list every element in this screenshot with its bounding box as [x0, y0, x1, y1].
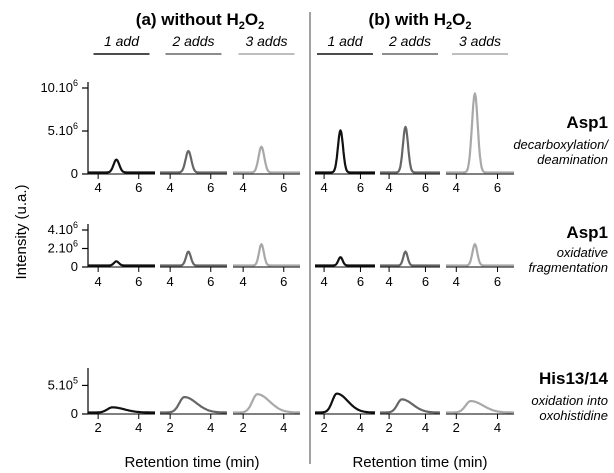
y-tick-label: 0	[71, 406, 78, 421]
x-tick-label: 6	[494, 180, 501, 195]
x-tick-label: 4	[494, 420, 501, 435]
row-description: deamination	[537, 152, 608, 167]
x-tick-label: 4	[385, 274, 392, 289]
x-tick-label: 6	[135, 180, 142, 195]
x-tick-label: 6	[422, 274, 429, 289]
plot-layer: 1 add 2 adds 3 adds 1 add 2 adds 3 adds 10.106…	[40, 33, 609, 435]
x-tick-label: 4	[240, 180, 247, 195]
chromatogram-trace	[379, 125, 441, 174]
x-tick-label: 4	[385, 180, 392, 195]
add-label: 2 adds	[388, 33, 431, 49]
y-axis-title: Intensity (u.a.)	[13, 184, 30, 279]
x-tick-label: 4	[95, 274, 102, 289]
chromatogram-trace	[314, 256, 376, 267]
x-tick-label: 6	[357, 274, 364, 289]
x-tick-label: 4	[320, 180, 327, 195]
x-tick-label: 2	[453, 420, 460, 435]
x-tick-label: 4	[453, 274, 460, 289]
x-tick-label: 4	[167, 274, 174, 289]
chromatogram-trace	[232, 243, 301, 267]
add-label: 3 adds	[459, 33, 501, 49]
chromatogram-trace	[159, 396, 228, 414]
y-tick-label: 5.106	[48, 121, 78, 138]
chromatogram-trace	[87, 406, 156, 414]
x-tick-label: 2	[320, 420, 327, 435]
row-description: oxidation into	[531, 393, 608, 408]
add-label: 2 adds	[171, 33, 214, 49]
row-description: decarboxylation/	[513, 137, 609, 152]
add-label: 1 add	[104, 33, 140, 49]
add-label: 1 add	[327, 33, 363, 49]
chromatogram-trace	[159, 149, 228, 174]
add-label: 3 adds	[245, 33, 287, 49]
chromatogram-trace	[314, 129, 376, 174]
row-title: Asp1	[566, 223, 608, 242]
chromatogram-trace	[87, 158, 156, 174]
x-tick-label: 6	[135, 274, 142, 289]
x-tick-label: 2	[95, 420, 102, 435]
x-tick-label: 6	[207, 180, 214, 195]
y-tick-label: 5.105	[48, 375, 78, 392]
x-axis-title-with: Retention time (min)	[352, 454, 487, 471]
x-tick-label: 4	[207, 420, 214, 435]
y-tick-label: 2.106	[48, 239, 78, 256]
y-tick-label: 10.106	[40, 78, 78, 95]
y-tick-label: 0	[71, 166, 78, 181]
x-tick-label: 4	[135, 420, 142, 435]
chromatogram-trace	[232, 393, 301, 414]
x-tick-label: 4	[422, 420, 429, 435]
x-tick-label: 6	[280, 274, 287, 289]
x-tick-label: 6	[207, 274, 214, 289]
x-tick-label: 6	[422, 180, 429, 195]
row-title: His13/14	[539, 369, 609, 388]
chromatogram-trace	[87, 260, 156, 267]
panel-title-without: (a) without H2O2	[136, 10, 264, 32]
x-tick-label: 6	[357, 180, 364, 195]
x-tick-label: 4	[240, 274, 247, 289]
chromatogram-trace	[232, 145, 301, 174]
x-tick-label: 4	[320, 274, 327, 289]
x-tick-label: 4	[357, 420, 364, 435]
chromatogram-trace	[445, 92, 515, 174]
row-description: fragmentation	[529, 260, 609, 275]
chromatogram-trace	[314, 392, 376, 414]
panel-title-with: (b) with H2O2	[369, 10, 472, 32]
chromatogram-trace	[379, 250, 441, 267]
chromatogram-trace	[379, 398, 441, 414]
chromatogram-trace	[445, 400, 515, 414]
x-tick-label: 2	[240, 420, 247, 435]
chromatogram-trace	[445, 243, 515, 267]
x-tick-label: 4	[95, 180, 102, 195]
x-tick-label: 2	[385, 420, 392, 435]
row-description: oxidative	[557, 245, 608, 260]
x-tick-label: 4	[453, 180, 460, 195]
x-tick-label: 6	[494, 274, 501, 289]
x-tick-label: 6	[280, 180, 287, 195]
row-description: oxohistidine	[539, 408, 608, 423]
row-title: Asp1	[566, 113, 608, 132]
y-tick-label: 0	[71, 259, 78, 274]
x-tick-label: 2	[167, 420, 174, 435]
x-tick-label: 4	[167, 180, 174, 195]
y-tick-label: 4.106	[48, 220, 78, 237]
chromatogram-trace	[159, 250, 228, 267]
x-tick-label: 4	[280, 420, 287, 435]
x-axis-title-without: Retention time (min)	[124, 454, 259, 471]
